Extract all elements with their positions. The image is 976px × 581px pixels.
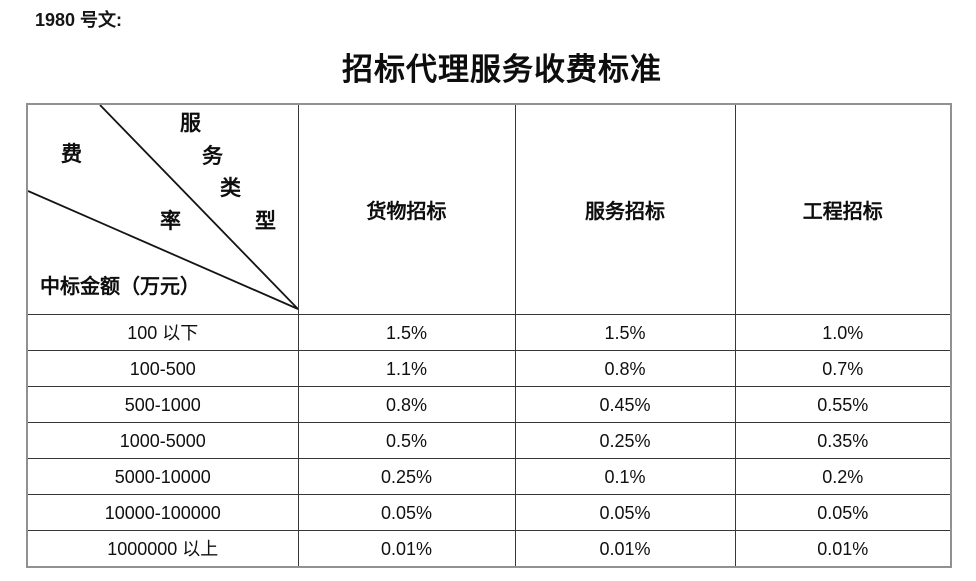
column-header-goods: 货物招标 [297,103,516,315]
rate-value: 0.1% [514,458,736,495]
table-row: 100-500 1.1% 0.8% 0.7% [26,350,952,387]
rate-value: 0.05% [734,494,952,531]
row-label: 100-500 [26,350,299,387]
corner-amount-axis-label: 中标金额（万元） [40,276,200,298]
table-row: 500-1000 0.8% 0.45% 0.55% [26,386,952,423]
rate-value: 0.45% [514,386,736,423]
row-label: 100 以下 [26,314,299,351]
rate-value: 0.25% [514,422,736,459]
rate-value: 0.01% [297,530,516,568]
rate-value: 0.8% [297,386,516,423]
column-header-engineering: 工程招标 [734,103,952,315]
diagonal-split-lines [28,105,297,310]
rate-value: 0.35% [734,422,952,459]
table-row: 5000-10000 0.25% 0.1% 0.2% [26,458,952,495]
table-header-row: 服 费 务 类 率 型 中标金额（万元） 货物招标 服务招标 工程招标 [26,103,952,315]
fee-standard-table: 服 费 务 类 率 型 中标金额（万元） 货物招标 服务招标 工程招标 100 … [26,103,952,568]
row-label: 1000000 以上 [26,530,299,568]
diagonal-line-lower [28,190,297,310]
rate-value: 0.55% [734,386,952,423]
rate-value: 1.5% [514,314,736,351]
rate-value: 0.7% [734,350,952,387]
rate-value: 0.8% [514,350,736,387]
column-header-service: 服务招标 [514,103,736,315]
rate-value: 0.2% [734,458,952,495]
doc-ref-label: 1980 号文: [35,10,123,30]
rate-value: 1.5% [297,314,516,351]
row-label: 500-1000 [26,386,299,423]
diagonal-line-upper [99,105,297,310]
rate-value: 0.25% [297,458,516,495]
rate-value: 0.01% [734,530,952,568]
corner-service-type-char: 类 [220,176,241,200]
corner-fee-rate-char: 费 [61,142,82,166]
corner-fee-rate-char: 率 [160,209,181,233]
rate-value: 0.05% [297,494,516,531]
rate-value: 0.5% [297,422,516,459]
row-label: 5000-10000 [26,458,299,495]
table-row: 100 以下 1.5% 1.5% 1.0% [26,314,952,351]
corner-service-type-char: 型 [255,209,276,233]
rate-value: 1.0% [734,314,952,351]
table-row: 1000000 以上 0.01% 0.01% 0.01% [26,530,952,568]
table-row: 10000-100000 0.05% 0.05% 0.05% [26,494,952,531]
page-title: 招标代理服务收费标准 [342,52,662,87]
rate-value: 0.01% [514,530,736,568]
row-label: 1000-5000 [26,422,299,459]
row-label: 10000-100000 [26,494,299,531]
table-row: 1000-5000 0.5% 0.25% 0.35% [26,422,952,459]
corner-service-type-char: 服 [180,111,201,135]
corner-service-type-char: 务 [202,144,223,168]
rate-value: 1.1% [297,350,516,387]
diagonal-corner-cell: 服 费 务 类 率 型 中标金额（万元） [26,103,299,315]
rate-value: 0.05% [514,494,736,531]
